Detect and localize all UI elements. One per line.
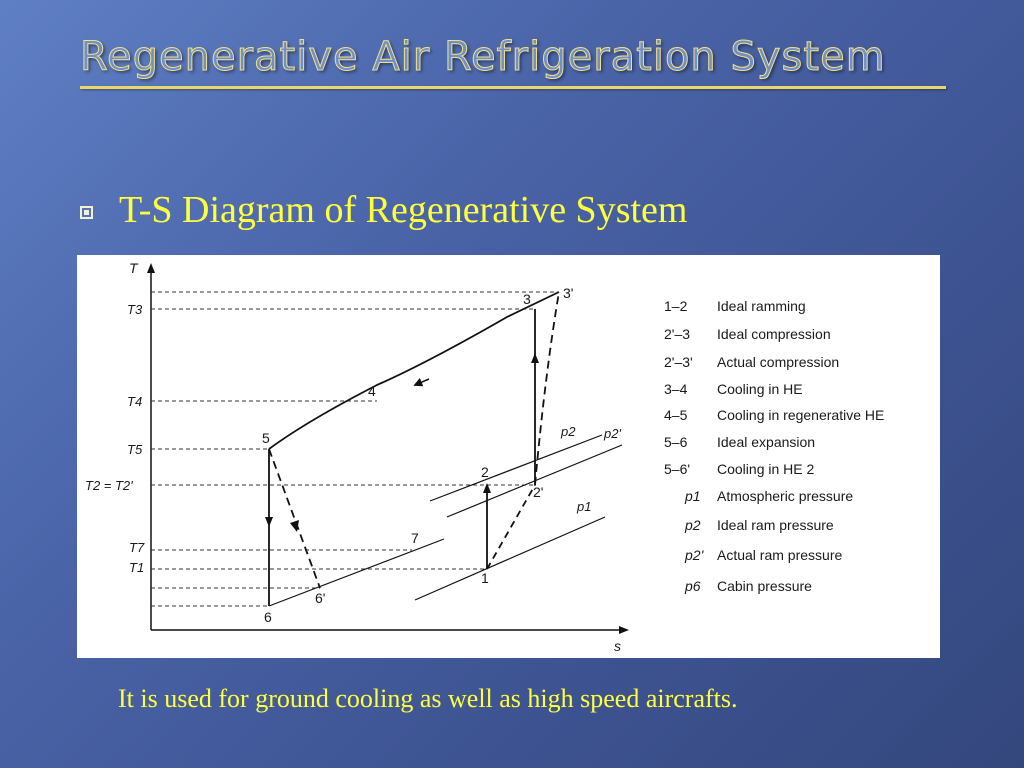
legend-key-4: 3–4 (664, 381, 688, 397)
label-p2prime: p2' (603, 426, 621, 441)
label-t2: T2 = T2' (85, 478, 133, 493)
slide-title: Regenerative Air Refrigeration System (80, 34, 886, 81)
legend-key-11: p6 (684, 578, 701, 594)
point-label-2prime: 2' (533, 484, 543, 500)
legend-key-1: 1–2 (664, 298, 688, 314)
legend-key-6: 5–6 (664, 434, 688, 450)
legend-desc-8: Atmospheric pressure (717, 488, 853, 504)
legend-desc-6: Ideal expansion (717, 434, 815, 450)
legend-desc-4: Cooling in HE (717, 381, 803, 397)
legend-key-7: 5–6' (664, 461, 690, 477)
legend-key-9: p2 (684, 517, 701, 533)
point-label-6prime: 6' (315, 590, 325, 606)
footer-note: It is used for ground cooling as well as… (118, 684, 738, 713)
legend-key-10: p2' (684, 547, 705, 563)
temperature-guides (151, 291, 559, 607)
point-label-6: 6 (264, 609, 272, 625)
legend-desc-11: Cabin pressure (717, 578, 812, 594)
legend-desc-9: Ideal ram pressure (717, 517, 834, 533)
t-axis-label: T (129, 260, 139, 276)
legend-desc-7: Cooling in HE 2 (717, 461, 814, 477)
label-p1: p1 (576, 499, 591, 514)
label-t3: T3 (127, 302, 143, 317)
legend-desc-5: Cooling in regenerative HE (717, 407, 884, 423)
legend-key-5: 4–5 (664, 407, 688, 423)
legend-key-3: 2'–3' (664, 354, 693, 370)
s-axis-arrowhead (619, 626, 629, 634)
legend-key-2: 2'–3 (664, 326, 690, 342)
actual-compression-2prime-3prime (534, 291, 560, 486)
point-label-7: 7 (411, 530, 419, 546)
bullet-text: T-S Diagram of Regenerative System (119, 189, 688, 231)
point-label-5: 5 (262, 430, 270, 446)
legend-key-8: p1 (684, 488, 701, 504)
actual-expansion-arrowhead (290, 520, 299, 532)
ts-diagram-figure: T s T3 T4 T5 T2 = T2' T7 T1 (77, 255, 940, 658)
label-t4: T4 (127, 394, 142, 409)
pressure-line-p1 (414, 516, 606, 601)
actual-expansion-5-6prime (268, 448, 321, 589)
cooling-curve-3-4-5 (268, 291, 560, 450)
state-points: 1 2 2' 3 3' 4 5 6 6' 7 (262, 285, 573, 625)
point-label-3: 3 (523, 291, 531, 307)
actual-ramming-1-2prime (486, 484, 536, 570)
legend-desc-10: Actual ram pressure (717, 547, 842, 563)
label-p2: p2 (560, 424, 576, 439)
s-axis-label: s (614, 638, 621, 654)
legend-desc-2: Ideal compression (717, 326, 831, 342)
point-label-1: 1 (481, 570, 489, 586)
pressure-line-p6 (268, 538, 445, 607)
pressure-line-p2 (429, 434, 603, 502)
title-underline (80, 86, 946, 89)
label-t7: T7 (129, 540, 145, 555)
compression-arrowhead (531, 353, 539, 363)
pressure-labels: p2 p2' p1 (560, 424, 621, 514)
point-label-4: 4 (368, 383, 376, 399)
point-label-3prime: 3' (563, 285, 573, 301)
legend-desc-3: Actual compression (717, 354, 839, 370)
ts-diagram: T s T3 T4 T5 T2 = T2' T7 T1 (85, 260, 884, 654)
square-bullet-icon (80, 205, 93, 219)
temperature-labels: T3 T4 T5 T2 = T2' T7 T1 (85, 302, 145, 575)
process-legend: 1–2 Ideal ramming 2'–3 Ideal compression… (664, 298, 884, 594)
pressure-lines (268, 434, 623, 607)
label-t1: T1 (129, 560, 144, 575)
bullet-item: T-S Diagram of Regenerative System (80, 188, 687, 232)
curve-arrow (413, 378, 430, 387)
expansion-arrowhead (265, 517, 273, 527)
t-axis-arrowhead (147, 263, 155, 273)
point-label-2: 2 (481, 464, 489, 480)
label-t5: T5 (127, 442, 143, 457)
ramming-arrowhead (483, 483, 491, 493)
legend-desc-1: Ideal ramming (717, 298, 806, 314)
